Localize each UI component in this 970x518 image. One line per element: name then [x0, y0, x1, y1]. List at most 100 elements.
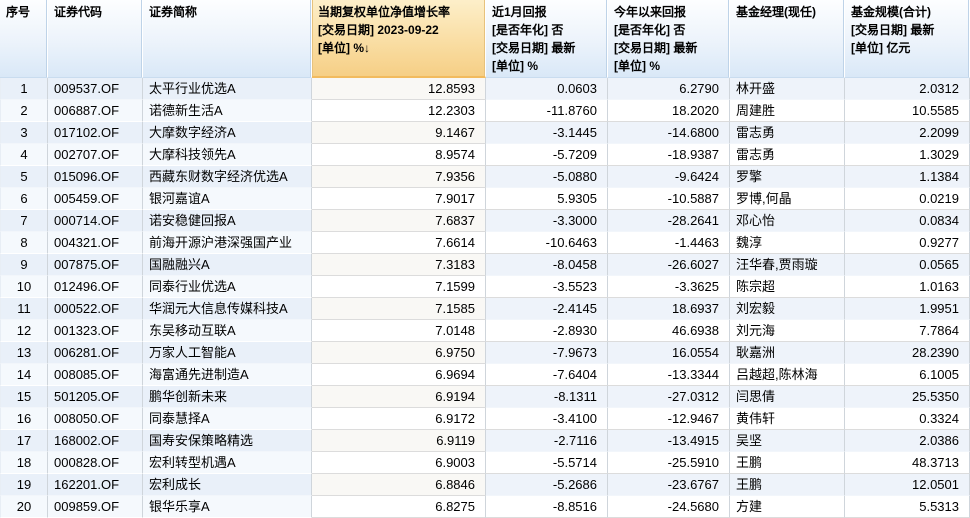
cell-scale[interactable]: 2.0386 — [845, 430, 970, 452]
cell-m1[interactable]: -3.3000 — [486, 210, 608, 232]
cell-cur[interactable]: 6.9172 — [312, 408, 486, 430]
cell-name[interactable]: 鹏华创新未来 — [143, 386, 312, 408]
table-row[interactable]: 19 162201.OF 宏利成长 6.8846 -5.2686 -23.6767 王鹏 12… — [0, 474, 970, 496]
cell-scale[interactable]: 1.3029 — [845, 144, 970, 166]
cell-scale[interactable]: 0.9277 — [845, 232, 970, 254]
cell-scale[interactable]: 0.0219 — [845, 188, 970, 210]
cell-code[interactable]: 005459.OF — [48, 188, 143, 210]
cell-mgr[interactable]: 邓心怡 — [730, 210, 845, 232]
column-header-name[interactable]: 证券简称 — [143, 0, 312, 78]
cell-cur[interactable]: 6.8846 — [312, 474, 486, 496]
cell-ytd[interactable]: -9.6424 — [608, 166, 730, 188]
cell-cur[interactable]: 6.9750 — [312, 342, 486, 364]
cell-m1[interactable]: -8.1311 — [486, 386, 608, 408]
cell-mgr[interactable]: 王鹏 — [730, 474, 845, 496]
cell-no[interactable]: 12 — [0, 320, 48, 342]
cell-cur[interactable]: 9.1467 — [312, 122, 486, 144]
cell-mgr[interactable]: 陈宗超 — [730, 276, 845, 298]
cell-code[interactable]: 000828.OF — [48, 452, 143, 474]
cell-cur[interactable]: 6.9119 — [312, 430, 486, 452]
cell-name[interactable]: 大摩数字经济A — [143, 122, 312, 144]
cell-m1[interactable]: -5.0880 — [486, 166, 608, 188]
cell-name[interactable]: 同泰慧择A — [143, 408, 312, 430]
cell-mgr[interactable]: 吕越超,陈林海 — [730, 364, 845, 386]
cell-no[interactable]: 9 — [0, 254, 48, 276]
cell-code[interactable]: 001323.OF — [48, 320, 143, 342]
cell-cur[interactable]: 7.6614 — [312, 232, 486, 254]
cell-no[interactable]: 17 — [0, 430, 48, 452]
table-row[interactable]: 5 015096.OF 西藏东财数字经济优选A 7.9356 -5.0880 -9.642… — [0, 166, 970, 188]
cell-cur[interactable]: 6.9003 — [312, 452, 486, 474]
cell-code[interactable]: 007875.OF — [48, 254, 143, 276]
column-header-ytd[interactable]: 今年以来回报 [是否年化] 否 [交易日期] 最新 [单位] % — [608, 0, 730, 78]
cell-ytd[interactable]: 46.6938 — [608, 320, 730, 342]
cell-code[interactable]: 008050.OF — [48, 408, 143, 430]
cell-scale[interactable]: 25.5350 — [845, 386, 970, 408]
table-row[interactable]: 14 008085.OF 海富通先进制造A 6.9694 -7.6404 -13.3344… — [0, 364, 970, 386]
cell-ytd[interactable]: -13.4915 — [608, 430, 730, 452]
cell-m1[interactable]: -3.5523 — [486, 276, 608, 298]
cell-code[interactable]: 006281.OF — [48, 342, 143, 364]
cell-cur[interactable]: 7.3183 — [312, 254, 486, 276]
cell-code[interactable]: 017102.OF — [48, 122, 143, 144]
table-row[interactable]: 18 000828.OF 宏利转型机遇A 6.9003 -5.5714 -25.5910 王… — [0, 452, 970, 474]
cell-mgr[interactable]: 雷志勇 — [730, 122, 845, 144]
cell-ytd[interactable]: -18.9387 — [608, 144, 730, 166]
cell-mgr[interactable]: 方建 — [730, 496, 845, 518]
cell-ytd[interactable]: -12.9467 — [608, 408, 730, 430]
cell-ytd[interactable]: 18.2020 — [608, 100, 730, 122]
cell-no[interactable]: 11 — [0, 298, 48, 320]
cell-name[interactable]: 东吴移动互联A — [143, 320, 312, 342]
cell-mgr[interactable]: 周建胜 — [730, 100, 845, 122]
cell-code[interactable]: 000522.OF — [48, 298, 143, 320]
cell-name[interactable]: 海富通先进制造A — [143, 364, 312, 386]
cell-cur[interactable]: 7.1585 — [312, 298, 486, 320]
cell-ytd[interactable]: 18.6937 — [608, 298, 730, 320]
cell-cur[interactable]: 8.9574 — [312, 144, 486, 166]
cell-m1[interactable]: -5.5714 — [486, 452, 608, 474]
column-header-code[interactable]: 证券代码 — [48, 0, 143, 78]
cell-scale[interactable]: 1.1384 — [845, 166, 970, 188]
table-row[interactable]: 8 004321.OF 前海开源沪港深强国产业 7.6614 -10.6463 -1.44… — [0, 232, 970, 254]
cell-scale[interactable]: 0.3324 — [845, 408, 970, 430]
cell-scale[interactable]: 10.5585 — [845, 100, 970, 122]
table-row[interactable]: 9 007875.OF 国融融兴A 7.3183 -8.0458 -26.6027 汪华春,… — [0, 254, 970, 276]
cell-code[interactable]: 002707.OF — [48, 144, 143, 166]
cell-m1[interactable]: 5.9305 — [486, 188, 608, 210]
cell-name[interactable]: 华润元大信息传媒科技A — [143, 298, 312, 320]
column-header-no[interactable]: 序号 — [0, 0, 48, 78]
cell-mgr[interactable]: 汪华春,贾雨璇 — [730, 254, 845, 276]
cell-ytd[interactable]: -25.5910 — [608, 452, 730, 474]
cell-m1[interactable]: -7.9673 — [486, 342, 608, 364]
cell-mgr[interactable]: 林开盛 — [730, 78, 845, 100]
cell-code[interactable]: 501205.OF — [48, 386, 143, 408]
cell-code[interactable]: 012496.OF — [48, 276, 143, 298]
cell-code[interactable]: 004321.OF — [48, 232, 143, 254]
cell-name[interactable]: 宏利成长 — [143, 474, 312, 496]
cell-name[interactable]: 诺德新生活A — [143, 100, 312, 122]
cell-m1[interactable]: 0.0603 — [486, 78, 608, 100]
column-header-mgr[interactable]: 基金经理(现任) — [730, 0, 845, 78]
cell-code[interactable]: 006887.OF — [48, 100, 143, 122]
cell-cur[interactable]: 7.6837 — [312, 210, 486, 232]
cell-no[interactable]: 14 — [0, 364, 48, 386]
cell-m1[interactable]: -2.8930 — [486, 320, 608, 342]
cell-m1[interactable]: -5.2686 — [486, 474, 608, 496]
cell-m1[interactable]: -8.8516 — [486, 496, 608, 518]
cell-ytd[interactable]: -13.3344 — [608, 364, 730, 386]
cell-no[interactable]: 5 — [0, 166, 48, 188]
cell-mgr[interactable]: 罗擎 — [730, 166, 845, 188]
cell-scale[interactable]: 7.7864 — [845, 320, 970, 342]
table-row[interactable]: 17 168002.OF 国寿安保策略精选 6.9119 -2.7116 -13.4915… — [0, 430, 970, 452]
cell-m1[interactable]: -2.7116 — [486, 430, 608, 452]
cell-m1[interactable]: -2.4145 — [486, 298, 608, 320]
cell-code[interactable]: 162201.OF — [48, 474, 143, 496]
table-row[interactable]: 11 000522.OF 华润元大信息传媒科技A 7.1585 -2.4145 18.69… — [0, 298, 970, 320]
cell-mgr[interactable]: 魏淳 — [730, 232, 845, 254]
cell-cur[interactable]: 6.9694 — [312, 364, 486, 386]
cell-mgr[interactable]: 吴坚 — [730, 430, 845, 452]
table-row[interactable]: 16 008050.OF 同泰慧择A 6.9172 -3.4100 -12.9467 黄伟轩… — [0, 408, 970, 430]
cell-mgr[interactable]: 王鹏 — [730, 452, 845, 474]
cell-ytd[interactable]: -3.3625 — [608, 276, 730, 298]
table-row[interactable]: 7 000714.OF 诺安稳健回报A 7.6837 -3.3000 -28.2641 邓心… — [0, 210, 970, 232]
